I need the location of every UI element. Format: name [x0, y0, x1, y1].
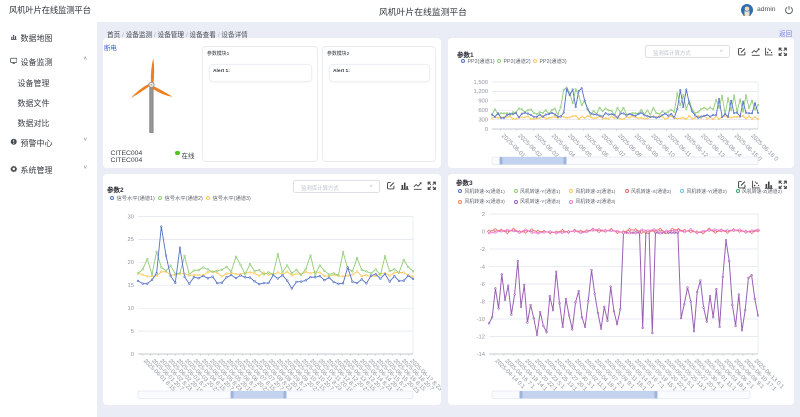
svg-text:600: 600 — [478, 108, 488, 114]
svg-text:-12: -12 — [477, 334, 485, 340]
svg-text:20: 20 — [128, 260, 134, 266]
svg-text:300: 300 — [478, 117, 488, 123]
svg-text:-2: -2 — [480, 247, 485, 253]
svg-text:0: 0 — [485, 127, 488, 133]
svg-text:0: 0 — [482, 229, 485, 235]
svg-text:900: 900 — [478, 99, 488, 105]
svg-text:15: 15 — [128, 283, 134, 289]
svg-text:1,200: 1,200 — [473, 89, 488, 95]
svg-text:-14: -14 — [477, 352, 486, 358]
svg-text:-8: -8 — [480, 299, 485, 305]
svg-text:0: 0 — [131, 352, 134, 358]
svg-text:25: 25 — [128, 237, 134, 243]
svg-text:-6: -6 — [480, 282, 485, 288]
svg-text:-4: -4 — [480, 264, 486, 270]
svg-text:10: 10 — [128, 306, 134, 312]
svg-text:-10: -10 — [477, 317, 485, 323]
svg-text:30: 30 — [128, 214, 134, 220]
svg-text:1,500: 1,500 — [473, 80, 488, 86]
svg-text:5: 5 — [131, 329, 134, 335]
svg-text:2: 2 — [482, 212, 485, 218]
